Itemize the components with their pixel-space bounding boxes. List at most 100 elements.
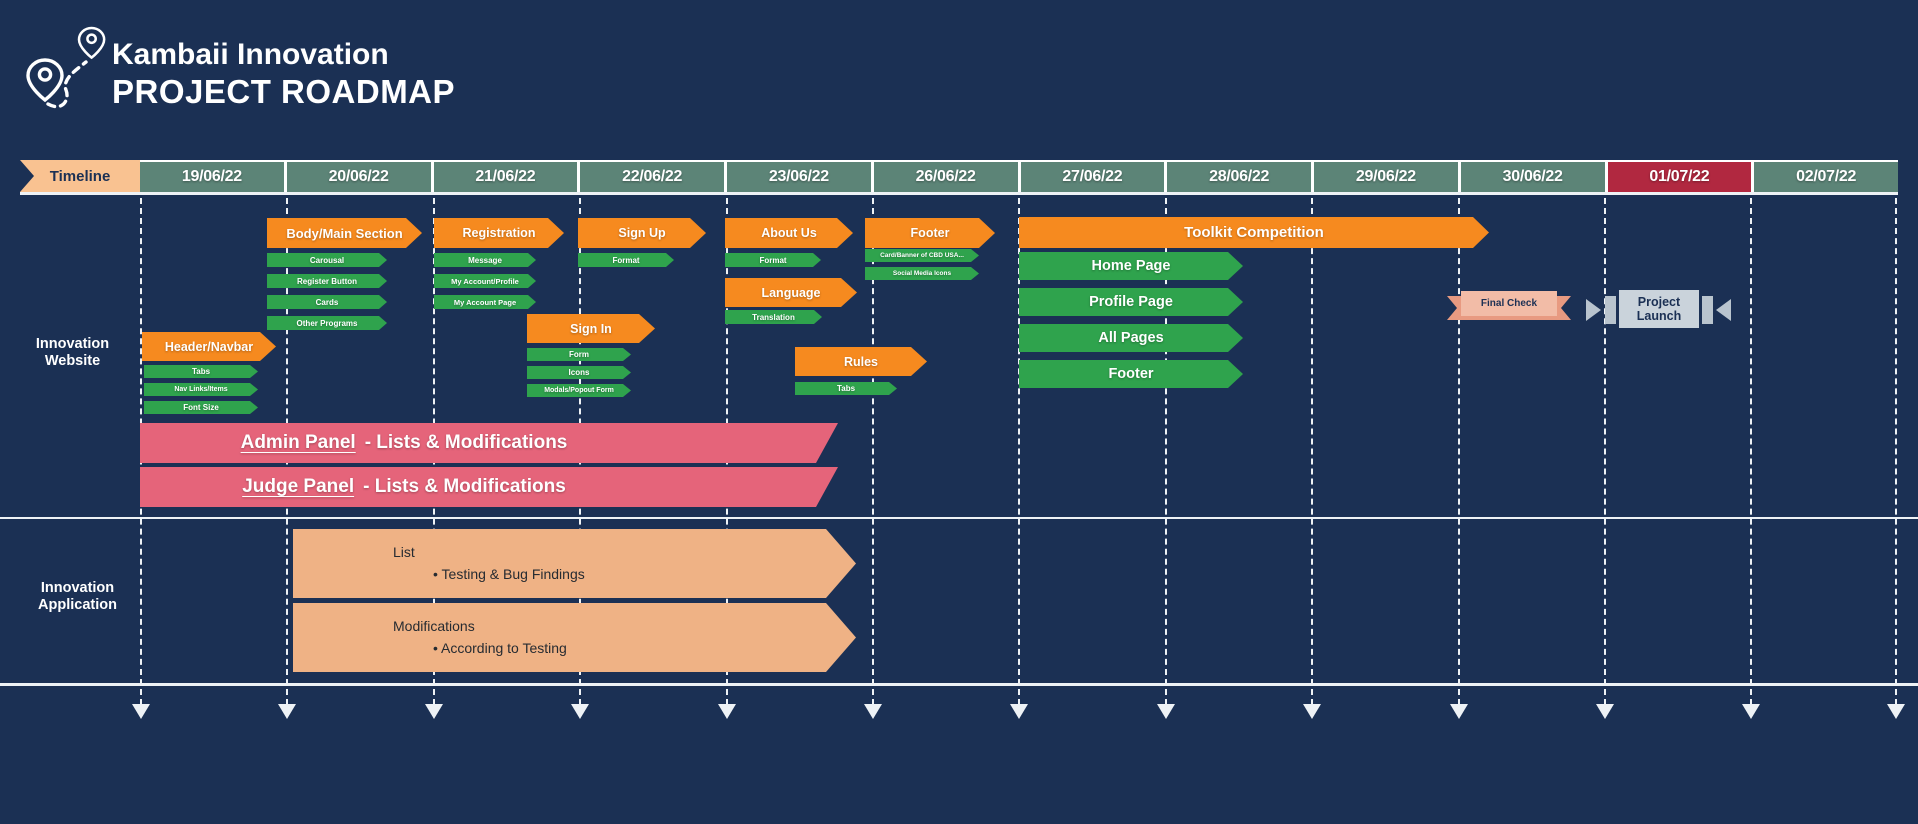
- page-bar-label: Profile Page: [1089, 294, 1173, 310]
- task-card-banner: Card/Banner of CBD USA...: [865, 249, 979, 262]
- task-label: Card/Banner of CBD USA...: [880, 252, 964, 259]
- panel-name: Judge Panel: [242, 476, 355, 497]
- milestone-label: Launch: [1636, 309, 1682, 323]
- milestone-label: Body/Main Section: [286, 225, 403, 241]
- milestone-header-navbar: Header/Navbar: [142, 332, 276, 361]
- section-label-line: Application: [38, 597, 117, 614]
- task-cards: Cards: [267, 295, 387, 309]
- project-launch-milestone: Project Launch: [1619, 290, 1699, 328]
- judge-panel-banner: Judge Panel - Lists & Modifications: [140, 467, 838, 507]
- task-label: Register Button: [297, 276, 357, 286]
- launch-flag-left-icon: [1586, 299, 1601, 321]
- task-nav-links-items: Nav Links/Items: [144, 383, 258, 396]
- launch-flag-bar-icon: [1605, 296, 1616, 324]
- timeline-arrow-icon: [1010, 704, 1028, 719]
- panel-name: Admin Panel: [240, 432, 356, 453]
- timeline-arrow-icon: [1303, 704, 1321, 719]
- app-task-modifications: Modifications • According to Testing: [293, 603, 856, 672]
- timeline-label: Timeline: [20, 160, 140, 192]
- task-carousal: Carousal: [267, 253, 387, 267]
- app-task-title: List: [393, 544, 415, 561]
- timeline-date: 20/06/22: [286, 160, 431, 192]
- timeline-arrow-icon: [864, 704, 882, 719]
- grid-line: [1165, 198, 1167, 705]
- timeline-arrow-icon: [278, 704, 296, 719]
- app-task-title: Modifications: [393, 618, 475, 635]
- page-bar-profile-page: Profile Page: [1019, 288, 1243, 316]
- timeline-date: 28/06/22: [1167, 160, 1311, 192]
- task-label: Format: [612, 255, 640, 265]
- milestone-label: Registration: [462, 226, 536, 240]
- milestone-label: Footer: [910, 226, 950, 240]
- section-label-line: Innovation: [35, 336, 110, 352]
- timeline-date: 19/06/22: [140, 160, 284, 192]
- task-label: Tabs: [191, 367, 211, 376]
- page-bar-label: Home Page: [1091, 258, 1171, 274]
- task-label: My Account/Profile: [451, 276, 519, 286]
- task-format-aboutus: Format: [725, 253, 821, 267]
- milestone-about-us: About Us: [725, 218, 853, 248]
- milestone-footer: Footer: [865, 218, 995, 248]
- milestone-label: Language: [761, 285, 821, 300]
- task-register-button: Register Button: [267, 274, 387, 288]
- task-format-signup: Format: [578, 253, 674, 267]
- timeline-date: 29/06/22: [1314, 160, 1458, 192]
- timeline-date: 02/07/22: [1754, 160, 1898, 192]
- page-subtitle: PROJECT ROADMAP: [112, 73, 456, 110]
- task-my-account-profile: My Account/Profile: [434, 274, 536, 288]
- timeline-arrow-icon: [1742, 704, 1760, 719]
- launch-flag-right-icon: [1716, 299, 1731, 321]
- milestone-label: Final Check: [1480, 298, 1538, 309]
- timeline-arrow-icon: [132, 704, 150, 719]
- grid-line: [1018, 198, 1020, 705]
- task-label: Modals/Popout Form: [544, 387, 614, 394]
- milestone-label: Sign Up: [618, 226, 666, 240]
- page-bar-all-pages: All Pages: [1019, 324, 1243, 352]
- task-social-media-icons: Social Media Icons: [865, 267, 979, 280]
- app-task-bullet: • According to Testing: [433, 640, 567, 656]
- page-bar-label: Footer: [1108, 366, 1154, 382]
- section-label-line: Innovation: [40, 580, 115, 596]
- timeline-arrow-icon: [1450, 704, 1468, 719]
- timeline-arrow-icon: [718, 704, 736, 719]
- section-divider: [0, 517, 1918, 519]
- task-my-account-page: My Account Page: [434, 295, 536, 309]
- timeline-date: 22/06/22: [580, 160, 724, 192]
- milestone-sign-up: Sign Up: [578, 218, 706, 248]
- task-message: Message: [434, 253, 536, 267]
- milestone-toolkit-competition: Toolkit Competition: [1019, 217, 1489, 248]
- task-label: Icons: [568, 368, 590, 377]
- bottom-rule: [0, 683, 1918, 686]
- page-bar-footer: Footer: [1019, 360, 1243, 388]
- grid-line: [1604, 198, 1606, 705]
- task-label: Translation: [752, 312, 795, 322]
- section-label-line: Website: [44, 353, 101, 370]
- task-translation: Translation: [725, 310, 822, 324]
- page-bar-label: All Pages: [1098, 330, 1164, 346]
- timeline-row: 19/06/22 20/06/22 21/06/22 22/06/22 23/0…: [140, 160, 1898, 192]
- app-task-list: List • Testing & Bug Findings: [293, 529, 856, 598]
- milestone-label: Header/Navbar: [164, 339, 254, 354]
- grid-line: [1311, 198, 1313, 705]
- milestone-body-main-section: Body/Main Section: [267, 218, 422, 248]
- milestone-registration: Registration: [434, 218, 564, 248]
- grid-line: [1458, 198, 1460, 705]
- panel-suffix: - Lists & Modifications: [364, 432, 568, 453]
- task-label: Social Media Icons: [892, 270, 952, 277]
- task-label: Other Programs: [296, 318, 358, 328]
- task-label: Font Size: [183, 403, 219, 412]
- timeline-date: 30/06/22: [1460, 160, 1605, 192]
- timeline-arrow-icon: [1157, 704, 1175, 719]
- timeline-arrow-icon: [1596, 704, 1614, 719]
- timeline-date: 21/06/22: [433, 160, 578, 192]
- milestone-rules: Rules: [795, 347, 927, 376]
- timeline-underline: [20, 192, 1898, 195]
- task-tabs-rules: Tabs: [795, 382, 897, 395]
- grid-line: [872, 198, 874, 705]
- launch-flag-bar-icon: [1702, 296, 1713, 324]
- timeline-arrow-icon: [571, 704, 589, 719]
- admin-panel-banner: Admin Panel - Lists & Modifications: [140, 423, 838, 463]
- milestone-sign-in: Sign In: [527, 314, 655, 343]
- timeline-date: 27/06/22: [1020, 160, 1165, 192]
- task-form: Form: [527, 348, 631, 361]
